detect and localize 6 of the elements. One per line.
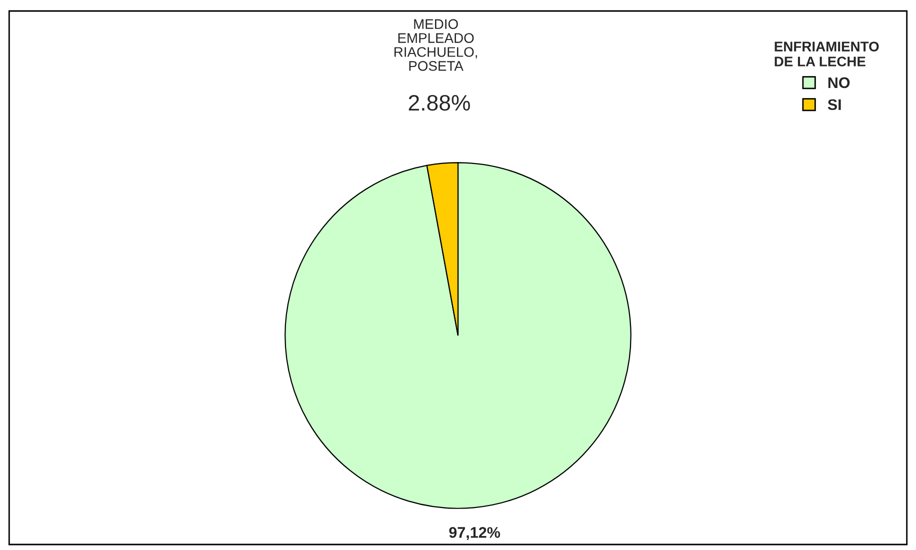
text: MEDIO EMPLEADO RIACHUELO, POSETA [394, 19, 477, 71]
legend-title: ENFRIAMIENTO DE LA LECHE [774, 42, 879, 66]
legend-label: SI [828, 99, 841, 110]
data-label: 2.88% [408, 94, 470, 111]
legend-label: NO [828, 77, 850, 88]
data-label: 97,12% [449, 527, 500, 540]
